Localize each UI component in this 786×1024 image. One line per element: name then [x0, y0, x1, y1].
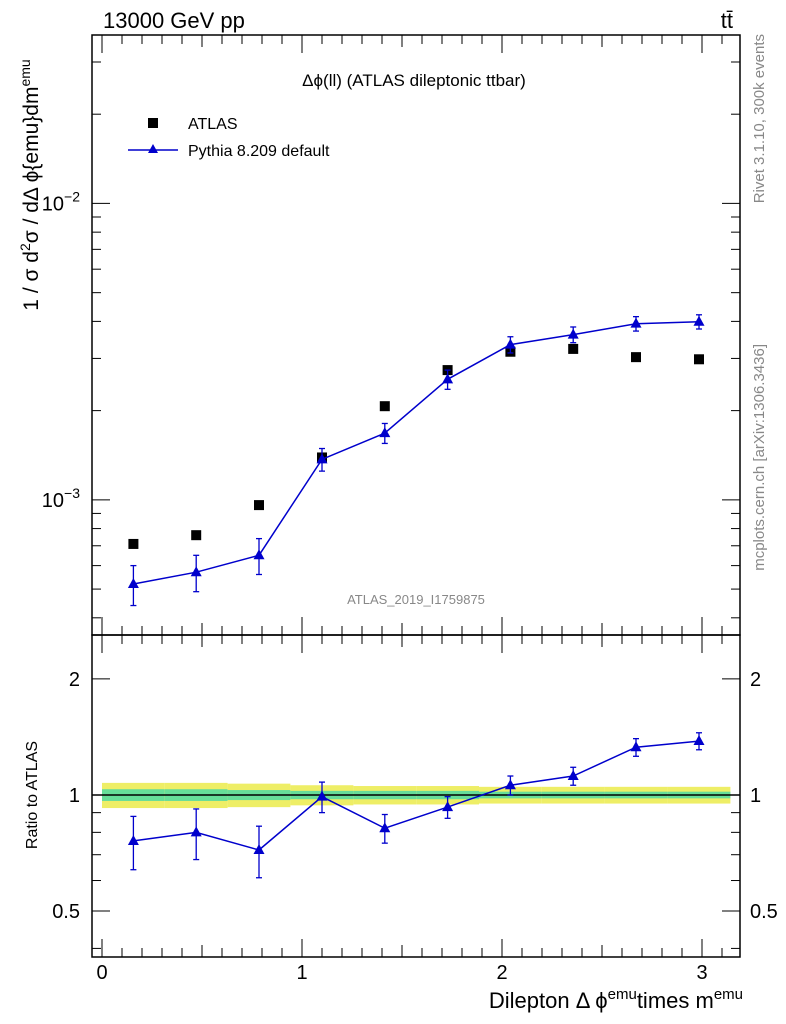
- rivet-label: Rivet 3.1.10, 300k events: [751, 34, 768, 203]
- atlas-data-point: [631, 352, 641, 363]
- x-tick-label: 3: [696, 962, 707, 984]
- ratio-uncertainty-band: [92, 782, 740, 809]
- ratio-data-point: [190, 826, 202, 837]
- ratio-plot-panel: 0.5 0.5 1 1 2 2 0 1 2 3 Ratio to ATLAS Dilepton Δ…: [24, 634, 778, 1013]
- x-tick-label: 2: [496, 962, 507, 984]
- pythia-data-point: [253, 549, 265, 560]
- x-tick-label: 1: [296, 962, 307, 984]
- main-axis-ticks: 10−2 10−3: [42, 35, 740, 635]
- atlas-data-point: [568, 343, 579, 354]
- pythia-line: [133, 320, 700, 585]
- header-right: tt̄: [721, 8, 733, 33]
- pythia-data-point: [630, 317, 642, 328]
- ratio-y-tick-label: 0.5: [52, 901, 80, 923]
- ratio-axis-ticks: 0.5 0.5 1 1 2 2 0 1 2 3: [52, 635, 778, 984]
- x-axis-label: Dilepton Δ ϕemutimes memu: [489, 986, 743, 1013]
- main-y-axis-label: 1 / σ d2σ / dΔ ϕ{emu}dmemu: [17, 59, 43, 310]
- pythia-data-point: [567, 328, 579, 339]
- legend-marker-atlas: [148, 118, 158, 128]
- atlas-data-point: [128, 538, 139, 549]
- pythia-data-point: [190, 566, 202, 577]
- pythia-data-point: [127, 578, 139, 589]
- ratio-data-point: [504, 779, 516, 790]
- atlas-data-point: [254, 500, 264, 511]
- pythia-data-point: [693, 315, 705, 326]
- pythia-data-point: [379, 427, 391, 438]
- ratio-data-point: [567, 770, 579, 781]
- main-y-tick-label: 10−3: [42, 485, 80, 512]
- ratio-plot-frame: [91, 634, 741, 958]
- ratio-y-tick-label-right: 1: [750, 785, 761, 807]
- mcplots-label: mcplots.cern.ch [arXiv:1306.3436]: [751, 344, 768, 571]
- pythia-data-point: [442, 373, 454, 384]
- ratio-y-tick-label: 2: [69, 669, 80, 691]
- ratio-data-point: [127, 834, 139, 845]
- main-data-layer: [127, 314, 705, 607]
- analysis-id: ATLAS_2019_I1759875: [347, 592, 485, 607]
- ratio-data-point: [253, 843, 265, 854]
- x-tick-label: 0: [96, 962, 107, 984]
- main-plot-panel: 10−2 10−3 Δϕ(ll) (ATLAS dileptonic ttbar)…: [17, 34, 741, 636]
- ratio-data-point: [379, 822, 391, 833]
- atlas-data-point: [191, 530, 202, 541]
- ratio-data-point: [630, 741, 642, 752]
- ratio-line: [133, 740, 700, 851]
- ratio-y-tick-label-right: 0.5: [750, 901, 778, 923]
- ratio-y-axis-label: Ratio to ATLAS: [24, 741, 41, 849]
- legend-marker-pythia: [148, 144, 158, 153]
- pythia-data-point: [316, 453, 328, 464]
- legend-label-atlas: ATLAS: [188, 116, 238, 133]
- header-left: 13000 GeV pp: [103, 8, 245, 33]
- legend-label-pythia: Pythia 8.209 default: [188, 143, 330, 160]
- ratio-data-point: [442, 801, 454, 812]
- ratio-y-tick-label-right: 2: [750, 669, 761, 691]
- ratio-data-layer: [127, 732, 705, 879]
- ratio-y-tick-label: 1: [69, 785, 80, 807]
- atlas-data-point: [694, 354, 704, 365]
- pythia-data-point: [504, 338, 516, 349]
- ratio-data-point: [316, 790, 328, 801]
- ratio-data-point: [693, 735, 705, 746]
- main-plot-title: Δϕ(ll) (ATLAS dileptonic ttbar): [302, 71, 526, 90]
- atlas-data-point: [379, 401, 390, 412]
- main-y-tick-label: 10−2: [42, 188, 80, 215]
- legend: ATLAS Pythia 8.209 default: [128, 116, 330, 160]
